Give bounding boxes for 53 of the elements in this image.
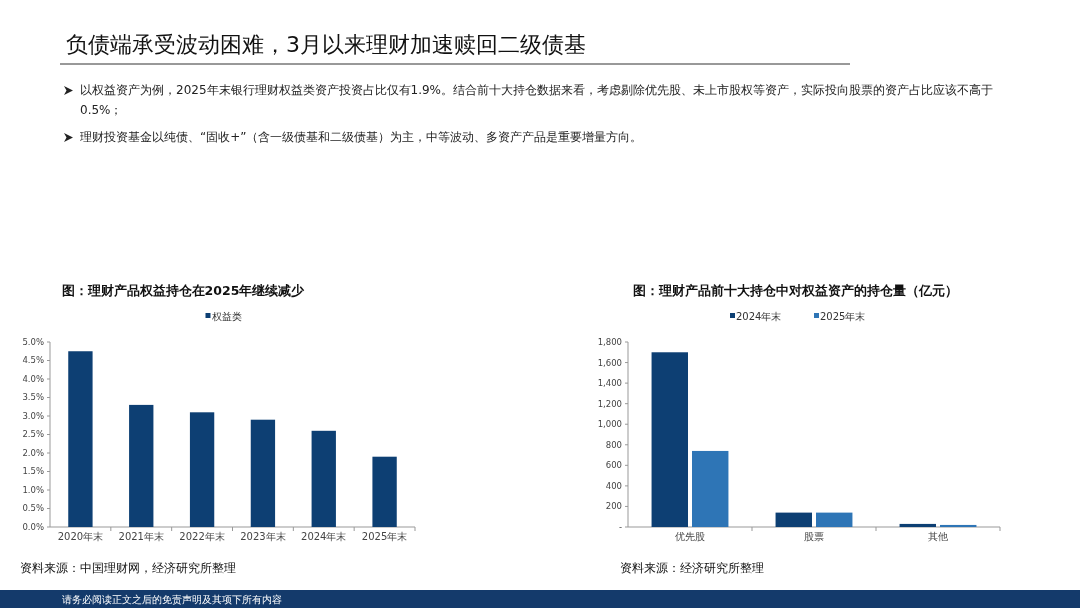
y-tick-label: 1.5% <box>22 466 44 477</box>
bar <box>692 450 729 527</box>
x-tick-label: 2022年末 <box>179 531 225 542</box>
chart-title: 图：理财产品权益持仓在2025年继续减少 <box>61 283 306 298</box>
bar <box>816 512 853 527</box>
y-tick-label: 1,400 <box>597 378 622 389</box>
y-tick-label: 2.5% <box>22 429 44 440</box>
x-tick-label: 其他 <box>928 531 948 542</box>
y-tick-label: 1,000 <box>597 419 622 430</box>
y-tick-label: 2.0% <box>22 447 44 458</box>
y-tick-label: 1.0% <box>22 484 44 495</box>
bar <box>775 512 812 527</box>
y-tick-label: 5.0% <box>22 336 44 347</box>
y-tick-label: 0.5% <box>22 503 44 514</box>
x-tick-label: 2021年末 <box>118 531 164 542</box>
x-tick-label: 2023年末 <box>240 531 286 542</box>
bar <box>129 404 154 527</box>
y-tick-label: - <box>618 521 622 532</box>
x-tick-label: 优先股 <box>675 531 705 542</box>
bar <box>189 412 215 527</box>
y-tick-label: 0.0% <box>22 521 44 532</box>
y-tick-label: 800 <box>605 439 622 450</box>
bar <box>250 419 276 527</box>
y-tick-label: 4.5% <box>22 355 44 366</box>
y-tick-label: 4.0% <box>22 373 44 384</box>
y-tick-label: 1,800 <box>597 336 622 347</box>
text: 以权益资产为例，2025年末银行理财权益类资产投资占比仅有1.9%。结合前十大持仓数据来看，考虑剔除优先股、未上市股权等资产，实际投向股票的资产占比应该不高于0.5%； <box>79 82 995 119</box>
bar <box>940 524 977 527</box>
y-tick-label: 3.0% <box>22 410 44 421</box>
y-tick-label: 1,200 <box>597 398 622 409</box>
y-tick-label: 1,600 <box>597 357 622 368</box>
text: 负债端承受波动困难，3月以来理财加速赎回二级债基 <box>66 32 586 57</box>
y-tick-label: 200 <box>605 501 622 512</box>
text: 理财投资基金以纯债、“固收+”（含一级债基和二级债基）为主，中等波动、多资产产品是重要增量方向。 <box>79 129 644 146</box>
legend-label: 2024年末 <box>736 311 782 322</box>
x-tick-label: 2025年末 <box>361 531 408 542</box>
bar <box>311 430 336 527</box>
bar <box>899 523 936 527</box>
bar <box>651 352 688 527</box>
y-tick-label: 600 <box>605 460 622 471</box>
y-tick-label: 400 <box>605 480 622 491</box>
text: 请务必阅读正文之后的免责声明及其项下所有内容 <box>62 594 282 605</box>
text: 资料来源：经济研究所整理 <box>620 561 764 575</box>
x-tick-label: 股票 <box>804 531 824 542</box>
legend-label: 权益类 <box>210 311 242 322</box>
bar <box>68 351 93 527</box>
x-tick-label: 2024年末 <box>301 531 347 542</box>
bar <box>372 456 397 527</box>
chart-title: 图：理财产品前十大持仓中对权益资产的持仓量（亿元） <box>632 283 958 298</box>
legend-label: 2025年末 <box>820 311 866 322</box>
text: 资料来源：中国理财网，经济研究所整理 <box>20 561 236 575</box>
y-tick-label: 3.5% <box>22 392 44 403</box>
x-tick-label: 2020年末 <box>57 531 104 542</box>
